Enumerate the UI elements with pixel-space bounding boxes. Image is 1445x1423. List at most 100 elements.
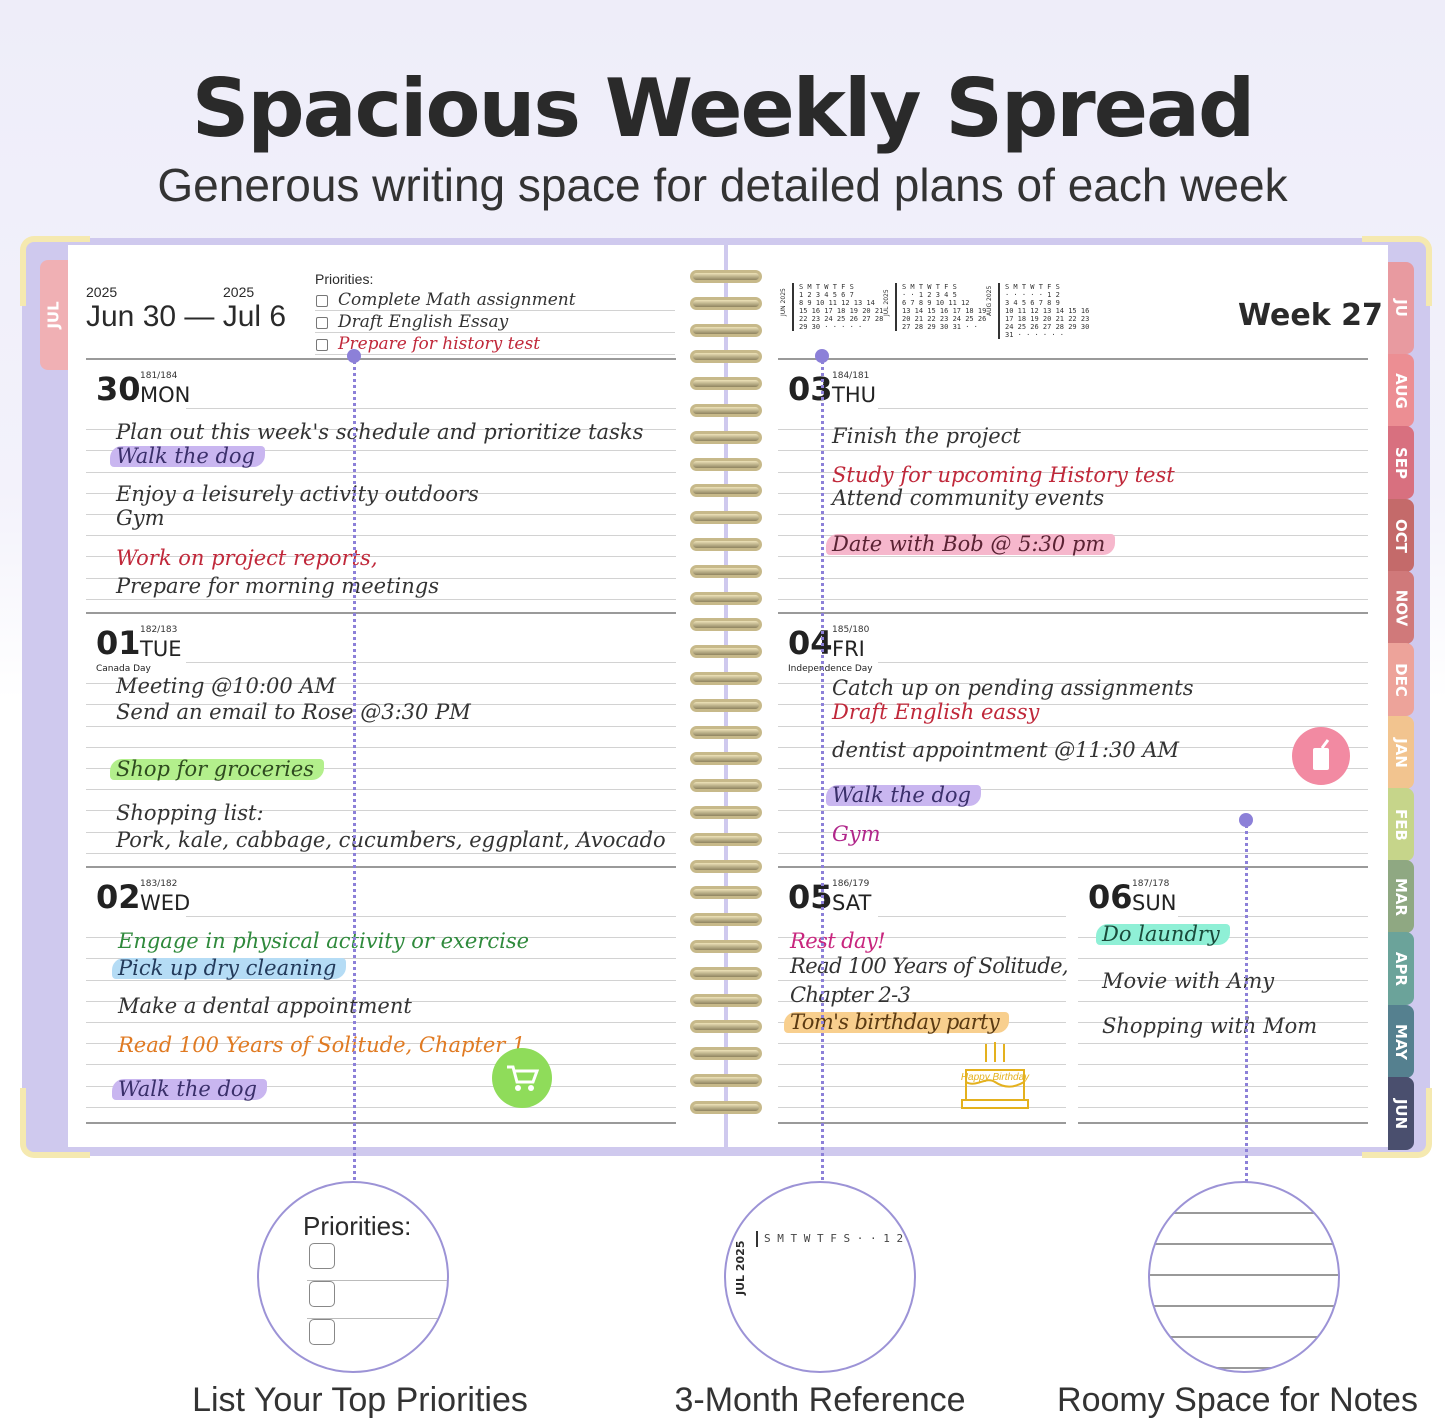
headline-title: Spacious Weekly Spread [191,62,1255,155]
spiral-ring [690,994,762,1007]
day-name: FRI [832,637,865,661]
checkbox[interactable] [316,316,328,329]
ruled-line [778,726,1368,727]
planner-entry[interactable]: Movie with Amy [1102,969,1275,993]
day-of-year: 184/181 [832,371,870,381]
priority-item[interactable]: Complete Math assignment [310,290,586,310]
tab-label: JUN [1392,1098,1411,1129]
planner-entry[interactable]: Engage in physical activity or exercise [118,929,530,953]
day-number: 03 [788,370,833,408]
ruled-line [778,493,1368,494]
guide-dot [815,349,829,363]
planner-entry[interactable]: Gym [832,822,881,846]
ruled-line [778,832,1368,833]
ruled-line [778,958,1066,959]
planner-entry[interactable]: Walk the dog [112,1079,267,1100]
ruled-line [778,1001,1066,1002]
ruled-line [86,535,676,536]
ruled-line [778,810,1368,811]
ruled-line [778,937,1066,938]
planner-entry[interactable]: Pork, kale, cabbage, cucumbers, eggplant… [116,828,666,852]
planner-entry[interactable]: Plan out this week's schedule and priori… [116,420,644,444]
planner-entry[interactable]: Study for upcoming History test [832,463,1175,487]
planner-entry[interactable]: Read 100 Years of Solitude, Chapter 1 [118,1033,526,1057]
tab-apr[interactable]: APR [1388,932,1414,1005]
ruled-line [186,408,676,409]
planner-entry[interactable]: Gym [116,506,165,530]
tab-feb[interactable]: FEB [1388,788,1414,861]
ruled-line [878,408,1368,409]
spiral-ring [690,913,762,926]
section-divider [86,612,676,614]
planner-entry[interactable]: Read 100 Years of Solitude, [790,954,1069,978]
ruled-line [86,958,676,959]
day-name: MON [140,383,191,407]
planner-entry[interactable]: Meeting @10:00 AM [116,674,337,698]
tab-sep[interactable]: SEP [1388,426,1414,499]
left-page [68,245,724,1147]
planner-entry[interactable]: Chapter 2-3 [790,983,911,1007]
caption-notes: Roomy Space for Notes [1057,1381,1418,1419]
planner-entry[interactable]: Shopping list: [116,801,264,825]
tab-jan[interactable]: JAN [1388,716,1414,789]
tab-aug[interactable]: AUG [1388,354,1414,427]
checkbox[interactable] [316,294,328,307]
planner-entry[interactable]: Make a dental appointment [118,994,412,1018]
spiral-ring [690,270,762,283]
priority-item[interactable]: Prepare for history test [310,334,550,354]
mini-calendar: S M T W T F S 1 2 3 4 5 6 7 8 9 10 11 12… [792,283,883,331]
planner-entry[interactable]: Draft English eassy [832,700,1040,724]
planner-entry[interactable]: Rest day! [790,929,886,953]
ruled-line [86,937,676,938]
tab-ju[interactable]: JU [1388,262,1414,354]
ruled-line [778,472,1368,473]
holiday-label: Independence Day [788,664,873,674]
planner-entry[interactable]: Attend community events [832,486,1105,510]
ruled-line [86,704,676,705]
ruled-line [86,429,676,430]
planner-entry[interactable]: Do laundry [1096,924,1230,945]
ruled-line [86,472,676,473]
section-divider [778,866,1368,868]
planner-entry[interactable]: Prepare for morning meetings [116,574,439,598]
spiral-ring [690,484,762,497]
caption-calendar: 3-Month Reference [674,1381,966,1419]
tab-jun[interactable]: JUN [1388,1077,1414,1150]
planner-entry[interactable]: Catch up on pending assignments [832,676,1194,700]
tab-nov[interactable]: NOV [1388,571,1414,644]
day-number: 05 [788,878,833,916]
drink-cup-icon [1292,727,1350,785]
planner-entry[interactable]: Finish the project [832,424,1021,448]
date-range: Jun 30 — Jul 6 [86,300,287,333]
planner-entry[interactable]: Walk the dog [110,446,265,467]
ruled-line [1178,916,1368,917]
planner-entry[interactable]: Tom's birthday party [784,1012,1010,1033]
sticker-text: Happy Birthday [961,1072,1030,1083]
spiral-ring [690,324,762,337]
tab-may[interactable]: MAY [1388,1005,1414,1078]
planner-entry[interactable]: Work on project reports, [116,546,378,570]
planner-entry[interactable]: Date with Bob @ 5:30 pm [826,534,1116,555]
spiral-ring [690,645,762,658]
priority-item[interactable]: Draft English Essay [310,312,518,332]
spiral-ring [690,404,762,417]
planner-entry[interactable]: Shopping with Mom [1102,1014,1318,1038]
planner-entry[interactable]: Walk the dog [826,785,981,806]
tab-jul[interactable]: JUL [40,260,68,370]
planner-entry[interactable]: Pick up dry cleaning [112,958,347,979]
checkbox[interactable] [316,338,328,351]
spiral-ring [690,431,762,444]
tab-oct[interactable]: OCT [1388,499,1414,572]
ruled-line [86,980,676,981]
planner-entry[interactable]: Enjoy a leisurely activity outdoors [116,482,479,506]
planner-entry[interactable]: dentist appointment @11:30 AM [832,738,1180,762]
planner-entry[interactable]: Shop for groceries [110,759,325,780]
planner-entry[interactable]: Send an email to Rose @3:30 PM [116,700,471,724]
callout-priorities-label: Priorities: [303,1211,412,1241]
tab-mar[interactable]: MAR [1388,860,1414,933]
corner-protector [20,236,90,306]
ruled-line [778,578,1368,579]
birthday-cake-icon: Happy Birthday [958,1040,1032,1114]
ruled-line [1078,1086,1368,1087]
tab-dec[interactable]: DEC [1388,643,1414,716]
